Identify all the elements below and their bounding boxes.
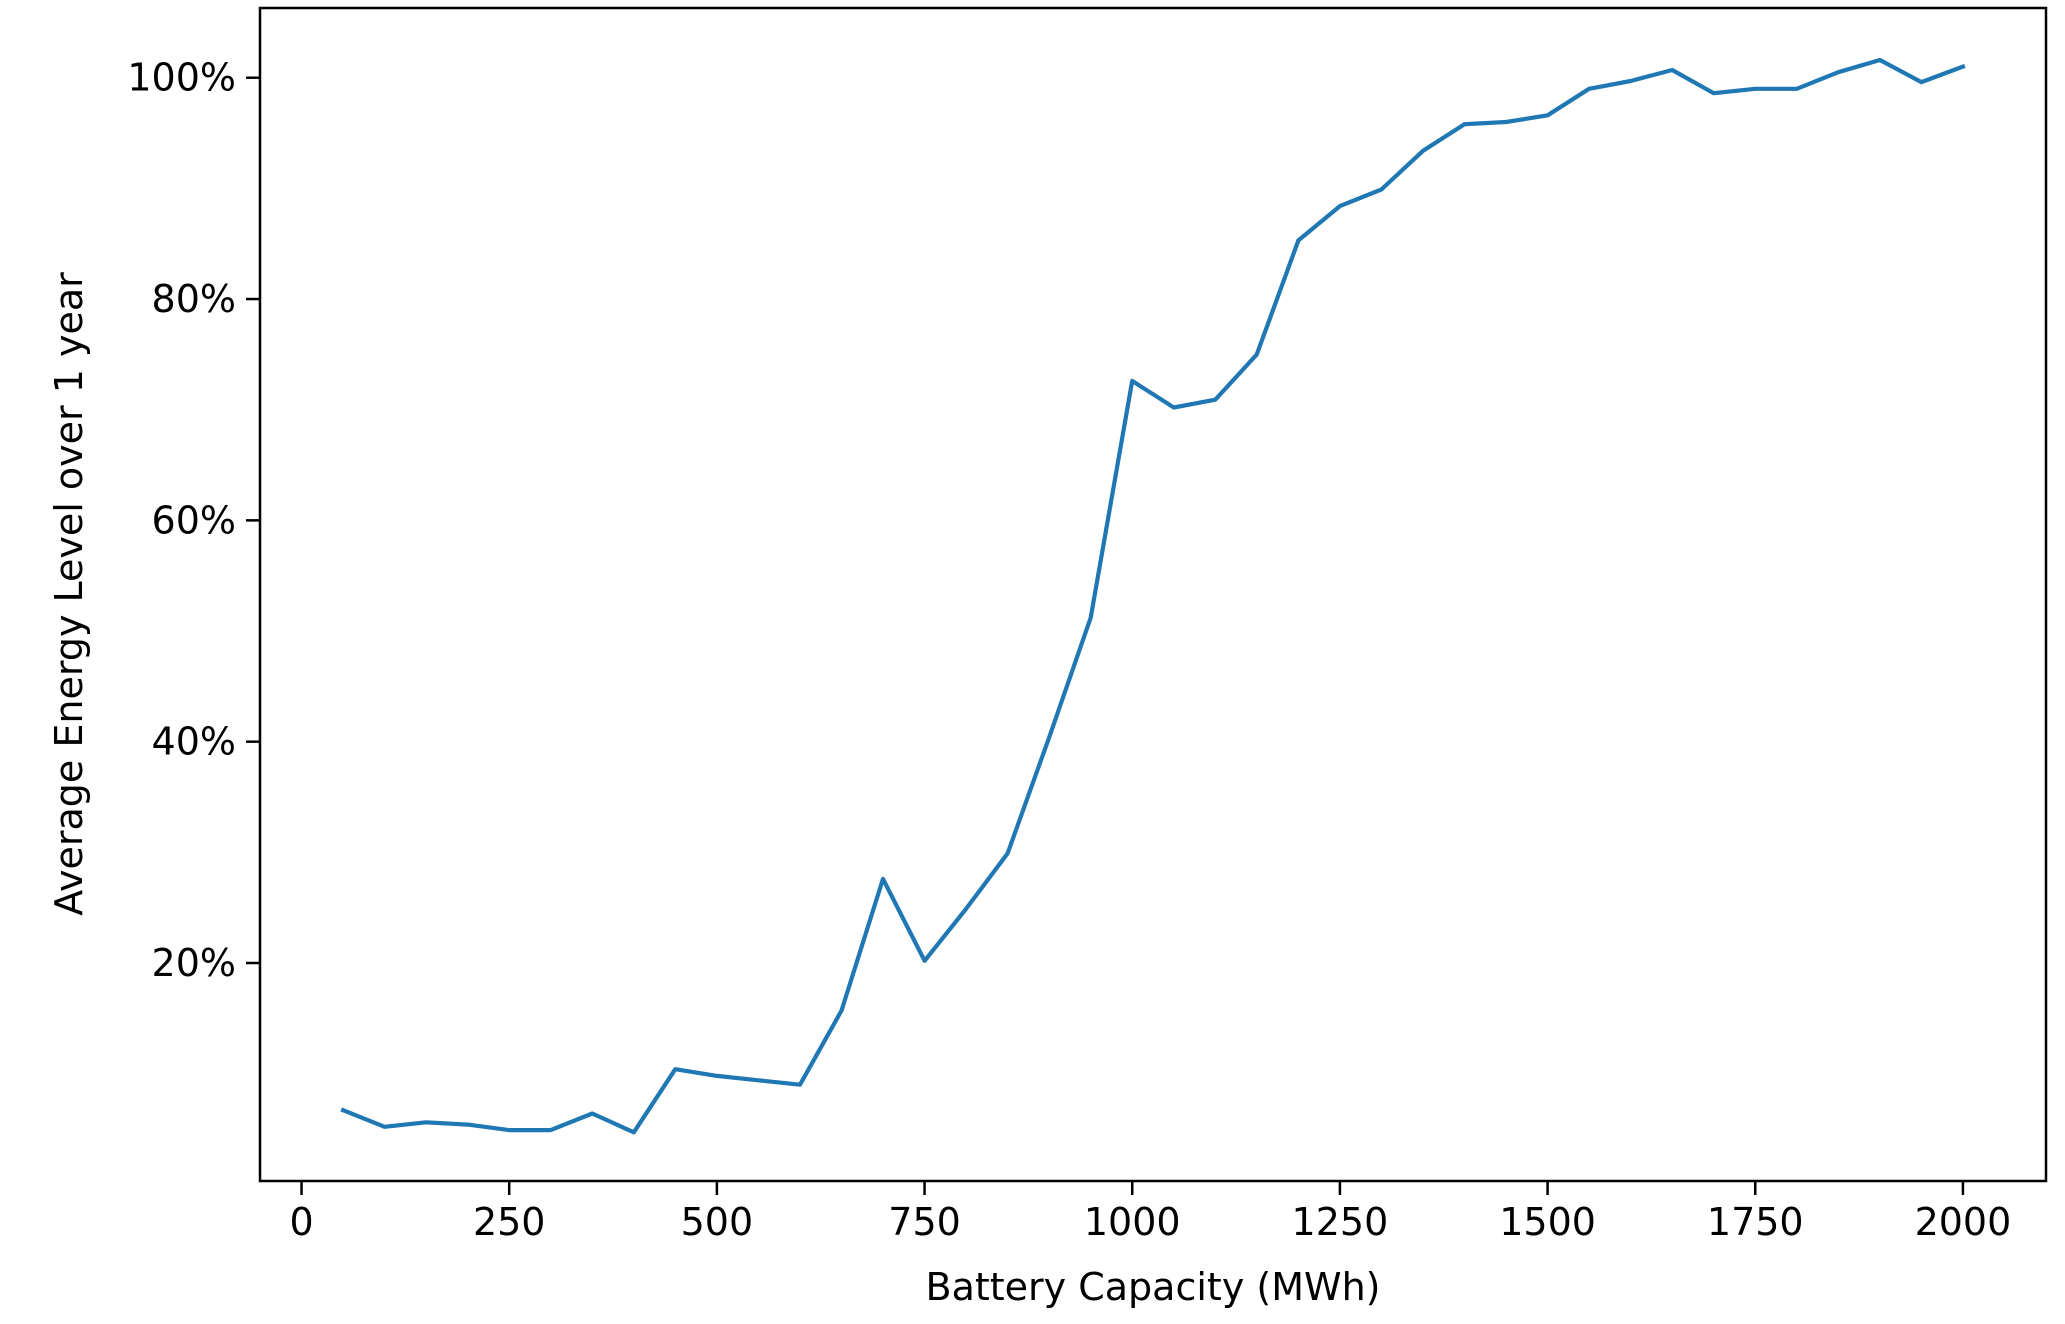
x-tick-label: 750	[888, 1200, 961, 1244]
series-line-0	[340, 57, 1966, 1135]
y-tick-label: 40%	[152, 720, 236, 764]
plot-frame	[258, 6, 2048, 1183]
plot-area	[340, 57, 1966, 1135]
x-tick-label: 250	[473, 1200, 546, 1244]
x-tick-label: 1750	[1707, 1200, 1804, 1244]
y-tick-label: 20%	[152, 941, 236, 985]
y-axis-label: Average Energy Level over 1 year	[47, 272, 91, 916]
y-tick-label: 80%	[152, 277, 236, 321]
x-tick-label: 2000	[1915, 1200, 2012, 1244]
x-tick-label: 1500	[1499, 1200, 1596, 1244]
y-tick-label: 60%	[152, 498, 236, 542]
x-tick-label: 500	[681, 1200, 754, 1244]
x-axis: 0 250 500 750 1000 1250 1500 1750 2000	[289, 1181, 2011, 1244]
x-tick-label: 0	[289, 1200, 313, 1244]
y-tick-label: 100%	[127, 56, 236, 100]
x-tick-label: 1250	[1292, 1200, 1389, 1244]
x-tick-label: 1000	[1084, 1200, 1181, 1244]
y-axis: 20% 40% 60% 80% 100%	[127, 56, 260, 985]
x-axis-label: Battery Capacity (MWh)	[926, 1265, 1381, 1309]
